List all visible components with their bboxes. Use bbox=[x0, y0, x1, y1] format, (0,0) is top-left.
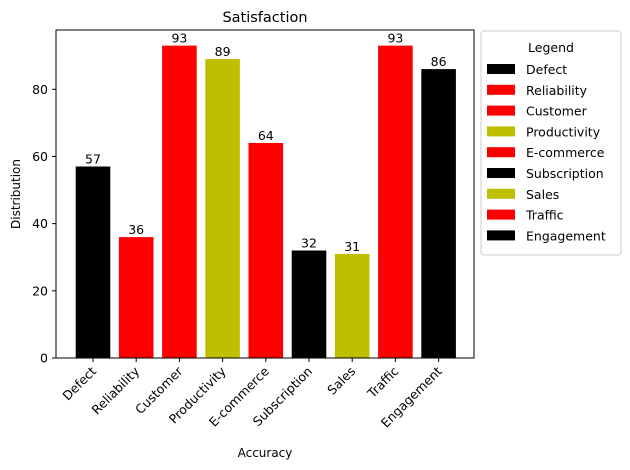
bar-defect bbox=[75, 166, 111, 358]
legend-entry-label: Productivity bbox=[526, 124, 601, 139]
legend-entry-label: Subscription bbox=[526, 166, 604, 181]
legend-swatch bbox=[487, 126, 515, 137]
bar-traffic bbox=[378, 45, 413, 358]
legend-entry-label: Reliability bbox=[526, 83, 588, 98]
chart-title: Satisfaction bbox=[222, 10, 307, 26]
legend-swatch bbox=[487, 105, 515, 116]
x-tick-label: Sales bbox=[324, 364, 358, 398]
bar-value-label: 57 bbox=[85, 152, 101, 167]
bar-value-label: 36 bbox=[128, 222, 144, 237]
legend-swatch bbox=[487, 188, 515, 199]
bar-value-label: 32 bbox=[301, 236, 317, 251]
legend-box bbox=[480, 30, 622, 256]
legend-swatch bbox=[487, 84, 515, 95]
y-tick-label: 0 bbox=[40, 351, 48, 366]
legend-entry-label: Traffic bbox=[525, 208, 564, 223]
bar-e-commerce bbox=[248, 143, 284, 358]
legend-swatch bbox=[487, 168, 515, 178]
y-tick-label: 60 bbox=[32, 149, 48, 164]
y-tick-label: 20 bbox=[32, 283, 48, 298]
legend-entry-label: Defect bbox=[526, 62, 567, 77]
y-axis-label: Distribution bbox=[9, 159, 23, 229]
legend: Legend Defect Reliability Customer Productiv… bbox=[480, 30, 622, 256]
bar-customer bbox=[162, 45, 197, 358]
legend-entry-label: E-commerce bbox=[526, 145, 605, 160]
bar-sales bbox=[334, 253, 370, 358]
bar-value-label: 89 bbox=[215, 44, 231, 59]
bar-value-label: 86 bbox=[431, 54, 447, 69]
legend-swatch bbox=[487, 64, 515, 74]
legend-entry-label: Customer bbox=[526, 104, 588, 119]
bar-productivity bbox=[205, 59, 240, 358]
bar-value-label: 31 bbox=[344, 239, 360, 254]
bar-value-label: 93 bbox=[387, 31, 403, 46]
x-axis-label: Accuracy bbox=[238, 446, 293, 460]
legend-entry-label: Engagement bbox=[526, 228, 606, 243]
legend-swatch bbox=[487, 147, 515, 158]
x-tick-label: Traffic bbox=[364, 363, 402, 401]
bar-value-label: 64 bbox=[258, 128, 274, 143]
y-tick-label: 80 bbox=[32, 82, 48, 97]
legend-entry-label: Sales bbox=[526, 187, 559, 202]
legend-swatch bbox=[487, 209, 515, 220]
x-tick-label: Defect bbox=[59, 363, 99, 403]
legend-title: Legend bbox=[528, 40, 574, 55]
legend-swatch bbox=[487, 230, 515, 241]
y-tick-label: 40 bbox=[32, 216, 48, 231]
bar-engagement bbox=[421, 69, 456, 358]
bar-value-label: 93 bbox=[171, 31, 187, 46]
plot-frame bbox=[55, 29, 475, 359]
bar-reliability bbox=[118, 237, 154, 358]
bar-subscription bbox=[291, 250, 327, 358]
